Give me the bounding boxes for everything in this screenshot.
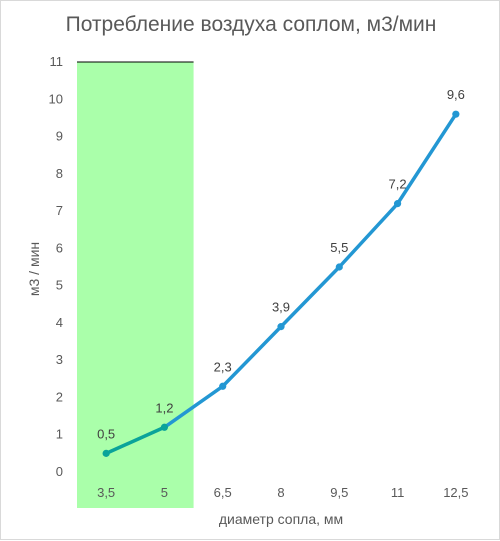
- series-line-segment: [395, 112, 458, 206]
- x-tick-label: 6,5: [214, 485, 232, 500]
- data-label: 2,3: [214, 359, 232, 374]
- x-tick-label: 11: [391, 485, 405, 500]
- data-label: 9,6: [447, 87, 465, 102]
- y-tick-label: 3: [56, 352, 63, 367]
- y-axis-title: м3 / мин: [26, 242, 42, 296]
- y-tick-label: 1: [56, 427, 63, 442]
- data-point: [452, 110, 460, 118]
- series-line-segment: [337, 201, 400, 269]
- y-tick-label: 0: [56, 464, 63, 479]
- x-tick-label: 5: [161, 485, 168, 500]
- data-point: [277, 323, 285, 331]
- series-line-segment: [220, 324, 283, 389]
- data-point: [160, 423, 169, 431]
- series-line-segment: [104, 425, 167, 456]
- y-tick-label: 5: [56, 278, 63, 293]
- highlight-band: [77, 62, 194, 508]
- data-point: [219, 382, 227, 390]
- series-line-segment: [162, 384, 225, 430]
- series-line-segment: [279, 265, 342, 329]
- y-tick-label: 4: [56, 315, 63, 330]
- x-tick-label: 3,5: [97, 485, 115, 500]
- x-tick-label: 8: [277, 485, 284, 500]
- y-tick-label: 2: [56, 389, 63, 404]
- data-label: 5,5: [330, 240, 348, 255]
- y-tick-label: 9: [56, 129, 63, 144]
- y-tick-label: 10: [49, 91, 63, 106]
- y-tick-label: 8: [56, 166, 63, 181]
- data-label: 3,9: [272, 300, 290, 315]
- x-tick-label: 9,5: [330, 485, 348, 500]
- data-point: [393, 200, 402, 208]
- x-tick-label: 12,5: [443, 485, 468, 500]
- chart-title: Потребление воздуха соплом, м3/мин: [65, 13, 437, 36]
- y-tick-label: 11: [50, 54, 64, 69]
- y-tick-label: 6: [56, 240, 63, 255]
- data-point: [335, 263, 343, 271]
- data-point: [102, 449, 110, 457]
- y-tick-label: 7: [56, 203, 63, 218]
- data-label: 0,5: [97, 426, 115, 441]
- data-label: 1,2: [155, 400, 173, 415]
- x-axis-title: диаметр сопла, мм: [219, 511, 343, 527]
- data-label: 7,2: [389, 177, 407, 192]
